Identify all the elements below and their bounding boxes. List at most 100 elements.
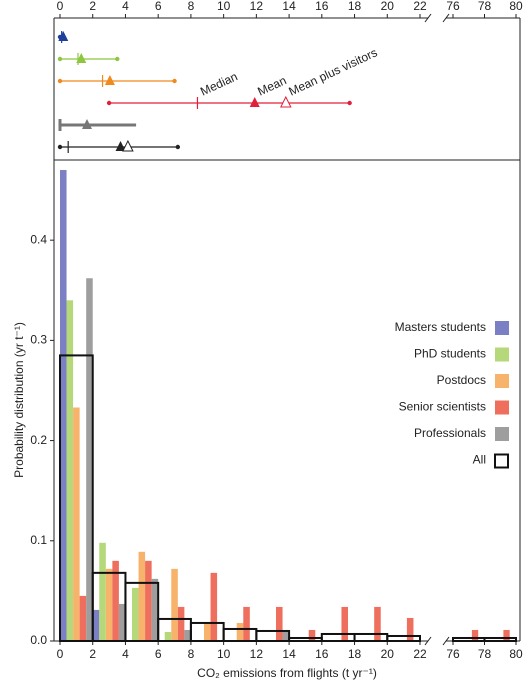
mean-marker: [76, 53, 87, 63]
range-min: [57, 78, 63, 84]
legend-label: Professionals: [414, 426, 486, 440]
x-tick-label: 2: [89, 0, 96, 13]
x-tick-label: 16: [315, 0, 329, 13]
histogram-bar: [112, 560, 119, 641]
x-axis-label: CO₂ emissions from flights (t yr⁻¹): [197, 666, 377, 680]
histogram-outline: [452, 636, 486, 643]
annotation: Mean: [255, 73, 288, 98]
histogram-bar: [164, 631, 172, 641]
x-tick-label: 6: [155, 647, 162, 661]
histogram-bar: [210, 572, 218, 641]
histogram-outline: [353, 632, 389, 642]
mean-marker: [58, 31, 69, 41]
x-tick-label: 80: [509, 647, 523, 661]
legend-label: Postdocs: [437, 373, 486, 387]
x-tick-label: 80: [509, 0, 523, 13]
axis-break: [424, 636, 432, 646]
x-tick-label: 76: [446, 647, 460, 661]
legend-swatch: [495, 321, 509, 335]
x-tick-label: 78: [478, 647, 492, 661]
legend-swatch: [494, 453, 509, 469]
x-tick-label: 12: [250, 647, 264, 661]
x-tick-label: 4: [122, 0, 129, 13]
x-tick-label: 22: [413, 647, 427, 661]
mean-visitors-marker: [280, 95, 292, 108]
x-tick-label: 14: [282, 0, 296, 13]
histogram-bar: [282, 629, 290, 641]
legend-label: Masters students: [395, 320, 486, 334]
histogram-bar: [92, 609, 100, 641]
histogram-bar: [99, 542, 106, 641]
histogram-bar: [503, 629, 510, 641]
histogram-bar: [73, 407, 80, 641]
x-tick-label: 8: [188, 647, 195, 661]
histogram-bar: [151, 578, 159, 641]
legend-swatch: [495, 374, 509, 388]
x-tick-label: 18: [348, 647, 362, 661]
histogram-outline: [255, 629, 291, 643]
range-max: [347, 100, 352, 106]
x-tick-label: 6: [155, 0, 162, 13]
mean-marker: [82, 119, 92, 129]
x-tick-label: 22: [413, 0, 427, 13]
x-tick-label: 0: [57, 0, 64, 13]
histogram-bar: [204, 622, 211, 641]
x-tick-label: 18: [348, 0, 362, 13]
x-tick-label: 8: [188, 0, 195, 13]
x-tick-label: 78: [478, 0, 492, 13]
mean-marker: [104, 75, 115, 85]
histogram-bar: [177, 606, 185, 641]
x-tick-label: 0: [57, 647, 64, 661]
histogram-outline: [59, 354, 94, 642]
x-tick-label: 2: [89, 647, 96, 661]
legend-label: PhD students: [414, 347, 486, 361]
axis-break: [442, 636, 450, 646]
x-tick-label: 10: [217, 647, 231, 661]
legend-label: Senior scientists: [399, 400, 486, 414]
legend-label: All: [473, 453, 486, 467]
x-tick-label: 16: [315, 647, 329, 661]
x-tick-label: 12: [250, 0, 264, 13]
histogram-bar: [118, 603, 126, 641]
range-min: [57, 144, 63, 150]
x-tick-label: 14: [282, 647, 296, 661]
histogram-bar: [86, 278, 93, 641]
x-tick-label: 20: [381, 0, 395, 13]
mean-marker: [115, 141, 126, 151]
histogram-bar: [308, 629, 316, 641]
y-tick-label: 0.0: [30, 633, 47, 647]
histogram-bar: [138, 551, 146, 641]
histogram-bar: [341, 606, 348, 641]
annotation: Median: [198, 69, 240, 98]
histogram-bar: [105, 568, 113, 641]
y-axis-label: Probability distribution (yr t⁻¹): [12, 322, 26, 478]
histogram-outline: [288, 636, 323, 643]
range-max: [115, 56, 120, 62]
histogram-outline: [386, 634, 422, 642]
mean-marker: [249, 97, 260, 107]
axis-break: [424, 13, 432, 23]
histogram-bar: [171, 568, 178, 641]
histogram-bar: [66, 300, 74, 641]
x-tick-label: 10: [217, 0, 231, 13]
histogram-bar: [243, 606, 250, 641]
x-tick-label: 4: [122, 647, 129, 661]
histogram-outline: [320, 632, 356, 642]
mean-visitors-marker: [122, 139, 134, 152]
range-min: [57, 56, 63, 62]
legend-swatch: [495, 347, 509, 362]
y-tick-label: 0.2: [30, 433, 47, 447]
x-tick-label: 20: [381, 647, 395, 661]
range-min: [106, 100, 112, 106]
legend-swatch: [495, 427, 509, 441]
histogram-bar: [132, 587, 139, 641]
histogram-bar: [374, 606, 381, 641]
range-max: [172, 78, 177, 84]
histogram-outline: [483, 636, 517, 643]
histogram-bar: [276, 606, 283, 641]
histogram-bar: [471, 629, 479, 641]
histogram-outline: [124, 581, 160, 642]
range-max: [175, 144, 181, 150]
annotation: Mean plus visitors: [287, 45, 380, 98]
